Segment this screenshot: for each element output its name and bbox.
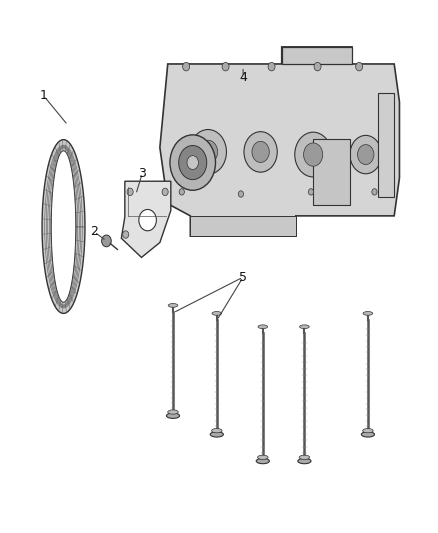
Circle shape xyxy=(252,141,269,163)
FancyBboxPatch shape xyxy=(191,216,296,236)
Ellipse shape xyxy=(168,410,178,414)
Circle shape xyxy=(198,140,218,164)
Circle shape xyxy=(357,144,374,165)
Text: 4: 4 xyxy=(239,71,247,84)
Ellipse shape xyxy=(212,311,222,315)
Polygon shape xyxy=(42,140,85,313)
Circle shape xyxy=(304,143,323,166)
Polygon shape xyxy=(121,181,171,257)
Ellipse shape xyxy=(258,325,268,328)
Ellipse shape xyxy=(258,455,268,459)
Circle shape xyxy=(308,189,314,195)
Circle shape xyxy=(356,62,363,71)
Circle shape xyxy=(190,130,226,174)
Circle shape xyxy=(295,132,332,177)
Ellipse shape xyxy=(299,455,310,459)
Circle shape xyxy=(238,191,244,197)
Text: 2: 2 xyxy=(90,225,98,238)
Circle shape xyxy=(222,62,229,71)
Circle shape xyxy=(183,62,190,71)
Polygon shape xyxy=(51,151,76,302)
Ellipse shape xyxy=(168,304,178,307)
Circle shape xyxy=(187,156,198,169)
Circle shape xyxy=(127,188,133,196)
Circle shape xyxy=(244,132,277,172)
Circle shape xyxy=(162,188,168,196)
Circle shape xyxy=(139,209,156,231)
Text: 3: 3 xyxy=(138,167,146,180)
Ellipse shape xyxy=(212,429,222,433)
Text: 1: 1 xyxy=(40,90,48,102)
Ellipse shape xyxy=(363,429,373,433)
Ellipse shape xyxy=(361,432,374,437)
Ellipse shape xyxy=(298,458,311,464)
Circle shape xyxy=(268,62,275,71)
FancyBboxPatch shape xyxy=(313,139,350,205)
Circle shape xyxy=(179,189,184,195)
Circle shape xyxy=(350,135,381,174)
Polygon shape xyxy=(160,47,399,236)
Text: 5: 5 xyxy=(239,271,247,284)
Ellipse shape xyxy=(166,413,180,418)
FancyBboxPatch shape xyxy=(378,93,394,197)
Polygon shape xyxy=(282,47,352,64)
Ellipse shape xyxy=(363,311,373,315)
Ellipse shape xyxy=(210,432,223,437)
Circle shape xyxy=(372,189,377,195)
Circle shape xyxy=(170,135,215,190)
Circle shape xyxy=(179,146,207,180)
Circle shape xyxy=(123,231,129,238)
Circle shape xyxy=(314,62,321,71)
Ellipse shape xyxy=(300,325,309,328)
Ellipse shape xyxy=(256,458,269,464)
Circle shape xyxy=(102,235,111,247)
